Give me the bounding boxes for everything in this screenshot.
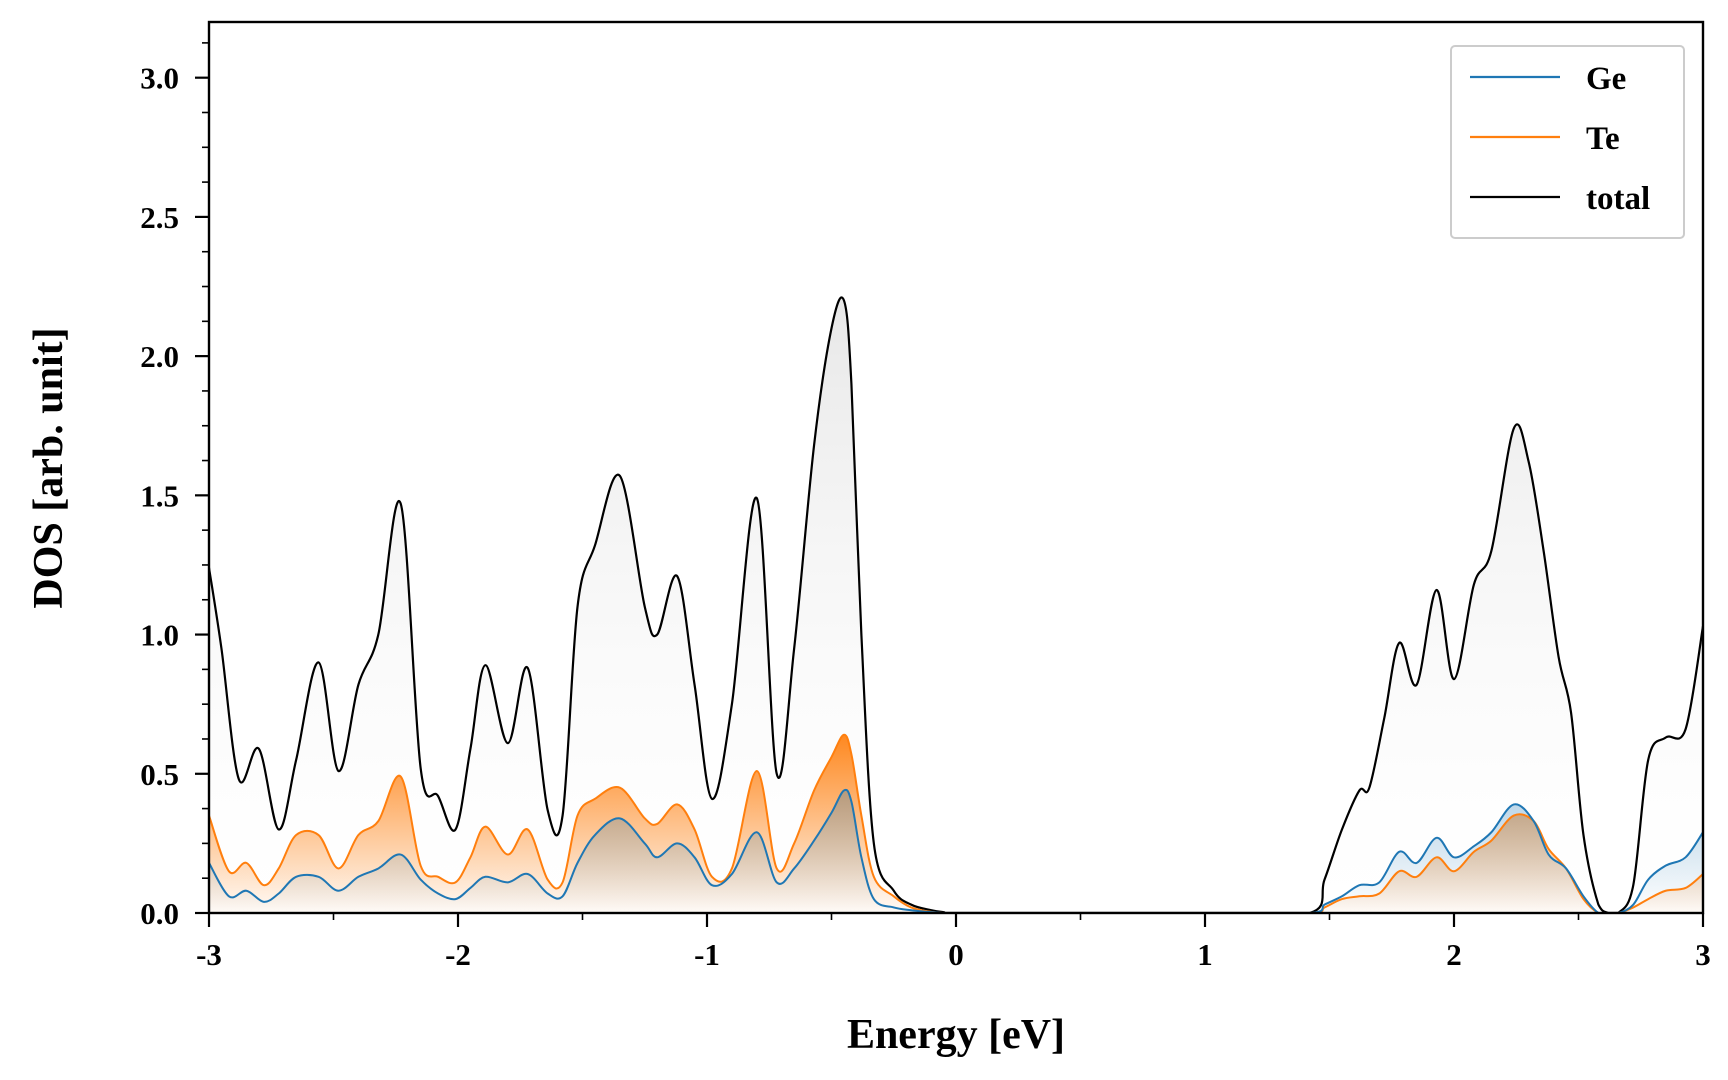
legend: Ge Te total [1450,45,1685,239]
x-tick-label: 1 [1197,937,1213,972]
legend-box [1450,45,1685,239]
legend-label-ge: Ge [1586,61,1626,97]
y-tick-label: 2.5 [140,200,179,235]
legend-label-te: Te [1586,121,1620,157]
y-axis-ticks: 0.0 0.5 1.0 1.5 2.0 2.5 3.0 [140,42,209,931]
ge-line [209,788,1703,914]
x-axis-ticks: -3 -2 -1 0 1 2 3 [196,913,1711,972]
y-axis-label: DOS [arb. unit] [26,327,72,608]
x-tick-label: 3 [1695,937,1711,972]
x-axis-label: Energy [eV] [847,1012,1065,1058]
x-tick-label: 2 [1446,937,1462,972]
legend-label-total: total [1586,181,1650,217]
x-tick-label: -2 [445,937,471,972]
te-line [209,733,1703,914]
ge-fill-area [209,789,1703,913]
x-tick-label: -1 [694,937,720,972]
y-tick-label: 2.0 [140,339,179,374]
x-tick-label: -3 [196,937,222,972]
y-tick-label: 1.0 [140,618,179,653]
x-tick-label: 0 [948,937,964,972]
plot-area [209,296,1703,914]
y-tick-label: 1.5 [140,478,179,513]
y-tick-label: 0.0 [140,896,179,931]
y-tick-label: 3.0 [140,61,179,96]
y-tick-label: 0.5 [140,757,179,792]
total-fill-area [209,297,1703,913]
total-line [209,296,1703,914]
